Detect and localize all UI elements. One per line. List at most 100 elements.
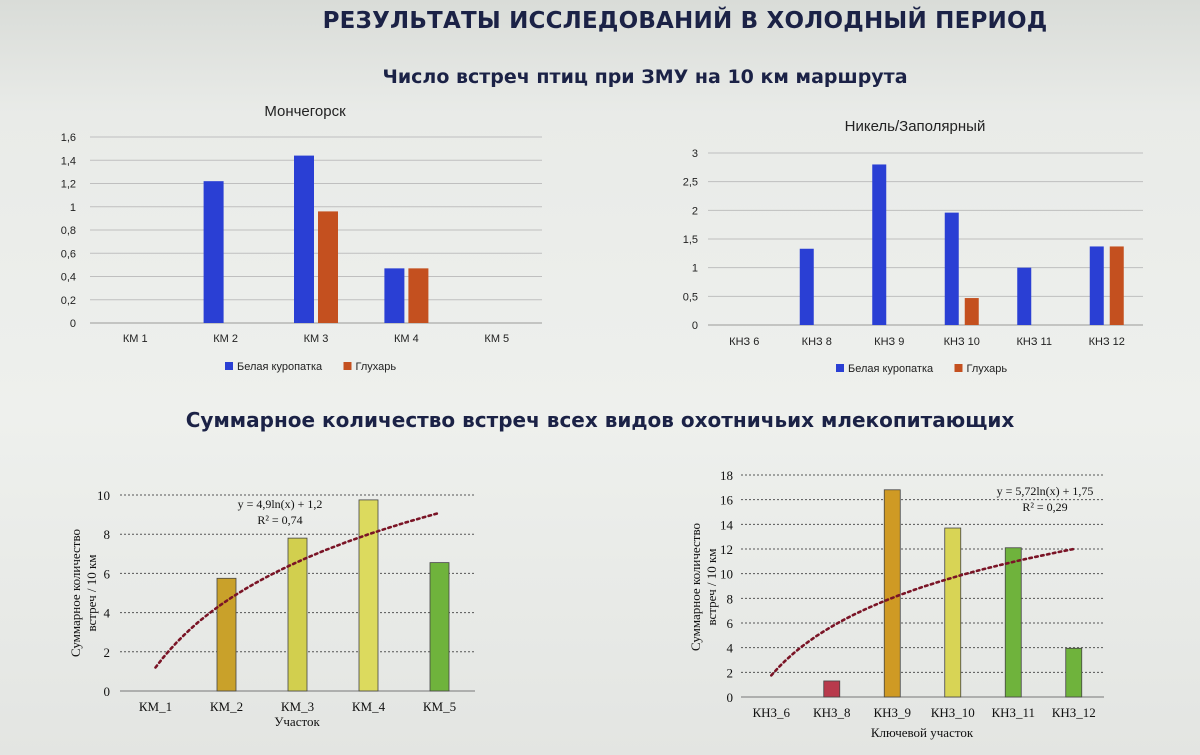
nikel-chart: Никель/Заполярный 0 0,5 1 1,5 2 2,5 3 КНЗ 6 КНЗ 8…: [683, 118, 1143, 375]
y-tick-label: 2,5: [683, 177, 698, 189]
x-tick-label: КМ 3: [304, 333, 329, 345]
x-tick-label: КМ_5: [423, 699, 456, 714]
y-tick-label: 2: [727, 665, 734, 680]
x-tick-label: КМ_1: [139, 699, 172, 714]
bar: [944, 527, 962, 698]
bar: [1065, 647, 1083, 698]
y-axis-label: Суммарное количествовстреч / 10 км: [688, 523, 719, 651]
y-tick-label: 1,2: [61, 179, 76, 191]
y-axis-label-line: встреч / 10 км: [84, 554, 99, 631]
x-tick-label: КНЗ_8: [813, 705, 851, 720]
y-tick-label: 6: [104, 566, 111, 581]
bar: [294, 155, 314, 323]
y-tick-label: 0,4: [61, 272, 76, 284]
x-tick-label: КМ_4: [352, 699, 386, 714]
y-tick-label: 0: [104, 684, 111, 699]
chart-title: Никель/Заполярный: [845, 118, 986, 135]
legend-label: Глухарь: [356, 361, 397, 373]
y-tick-label: 16: [720, 493, 734, 508]
bar: [964, 298, 979, 325]
bar: [872, 164, 887, 325]
y-tick-label: 8: [104, 527, 111, 542]
bar: [1017, 267, 1032, 325]
bar: [1109, 246, 1124, 325]
legend-swatch: [225, 362, 233, 370]
y-tick-label: 10: [720, 567, 733, 582]
y-tick-label: 2: [692, 205, 698, 217]
x-tick-label: КНЗ_6: [752, 705, 790, 720]
x-tick-label: КНЗ_12: [1052, 705, 1096, 720]
y-tick-label: 0,2: [61, 295, 76, 307]
bar: [823, 680, 841, 698]
trendline: [769, 547, 1076, 677]
bar: [216, 577, 237, 692]
bar: [883, 489, 901, 698]
bar: [384, 268, 405, 323]
y-tick-label: 6: [727, 616, 734, 631]
y-tick-label: 1,5: [683, 234, 698, 246]
y-tick-label: 1: [692, 263, 698, 275]
bar: [287, 537, 308, 692]
legend-label: Глухарь: [967, 363, 1008, 375]
y-tick-label: 4: [104, 606, 111, 621]
x-tick-label: КНЗ_10: [931, 705, 975, 720]
nikel-mammals-chart: 0 2 4 6 8 10 12 14 16 18 КНЗ_6 КНЗ_8 КНЗ_9 КНЗ_10 КНЗ_…: [688, 468, 1104, 740]
page-title: РЕЗУЛЬТАТЫ ИССЛЕДОВАНИЙ В ХОЛОДНЫЙ ПЕРИО…: [322, 8, 1048, 34]
y-tick-label: 1,4: [61, 155, 76, 167]
y-axis-label-line: встреч / 10 км: [704, 548, 719, 625]
chart-title: Мончегорск: [264, 103, 346, 120]
monchegorsk-mammals-chart: 0 2 4 6 8 10 КМ_1 КМ_2 КМ_3 КМ_4 КМ_5 y = 4,9ln(x) …: [68, 488, 475, 729]
x-tick-label: КНЗ 12: [1089, 336, 1125, 348]
trendline: [154, 511, 441, 669]
y-axis-label-line: Суммарное количество: [68, 529, 83, 657]
y-tick-label: 0,8: [61, 225, 76, 237]
y-tick-label: 18: [720, 468, 733, 483]
x-axis-label: Ключевой участок: [871, 725, 974, 740]
bar: [318, 211, 338, 323]
trendline-r2: R² = 0,29: [1022, 500, 1067, 514]
y-tick-label: 1: [70, 202, 76, 214]
birds-section-title: Число встреч птиц при ЗМУ на 10 км маршр…: [382, 66, 908, 88]
mammals-section-title: Суммарное количество встреч всех видов о…: [185, 408, 1015, 432]
x-tick-label: КНЗ 11: [1017, 336, 1052, 348]
y-axis-label: Суммарное количествовстреч / 10 км: [68, 529, 99, 657]
x-tick-label: КНЗ 10: [944, 336, 980, 348]
y-axis-label-line: Суммарное количество: [688, 523, 703, 651]
trendline-r2: R² = 0,74: [257, 513, 302, 527]
x-tick-label: КМ 2: [213, 333, 238, 345]
y-tick-label: 2: [104, 645, 111, 660]
y-tick-label: 3: [692, 148, 698, 160]
trendline-equation: y = 4,9ln(x) + 1,2: [238, 497, 323, 511]
bar: [799, 248, 814, 325]
x-tick-label: КМ 5: [484, 333, 509, 345]
x-tick-label: КНЗ_11: [991, 705, 1035, 720]
legend-label: Белая куропатка: [848, 363, 934, 375]
y-tick-label: 10: [97, 488, 110, 503]
bar: [944, 212, 959, 325]
y-tick-label: 8: [727, 591, 734, 606]
x-tick-label: КМ 4: [394, 333, 419, 345]
bar: [1089, 246, 1104, 325]
x-tick-label: КМ_3: [281, 699, 314, 714]
y-tick-label: 1,6: [61, 132, 76, 144]
y-tick-label: 0: [692, 320, 698, 332]
bar: [1004, 547, 1022, 698]
x-tick-label: КМ_2: [210, 699, 243, 714]
legend-swatch: [836, 364, 844, 372]
bar: [429, 562, 450, 692]
y-tick-label: 0,5: [683, 291, 698, 303]
y-tick-label: 0: [727, 690, 734, 705]
y-tick-label: 0: [70, 318, 76, 330]
legend-label: Белая куропатка: [237, 361, 323, 373]
legend-swatch: [954, 364, 963, 372]
y-tick-label: 0,6: [61, 248, 76, 260]
x-tick-label: КНЗ 9: [874, 336, 904, 348]
y-tick-label: 14: [720, 517, 734, 532]
x-tick-label: КНЗ 8: [802, 336, 832, 348]
legend-swatch: [343, 362, 352, 370]
trendline-equation: y = 5,72ln(x) + 1,75: [997, 484, 1094, 498]
bar: [203, 181, 224, 323]
y-tick-label: 4: [727, 641, 734, 656]
x-tick-label: КМ 1: [123, 333, 148, 345]
